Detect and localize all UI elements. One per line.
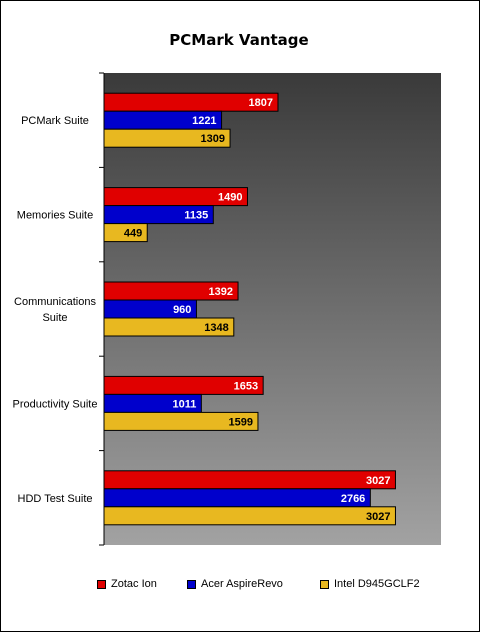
legend-swatch bbox=[97, 579, 106, 589]
legend-label: Intel D945GCLF2 bbox=[334, 578, 420, 590]
legend-label: Acer AspireRevo bbox=[201, 578, 283, 590]
legend-item: Acer AspireRevo bbox=[187, 578, 283, 590]
bar bbox=[103, 488, 371, 508]
bar-value-label: 1309 bbox=[201, 133, 225, 145]
bar-value-label: 1221 bbox=[192, 115, 216, 127]
bar-value-label: 1599 bbox=[228, 416, 252, 428]
legend-label: Zotac Ion bbox=[111, 578, 157, 590]
bar-value-label: 1011 bbox=[172, 398, 196, 410]
bar-value-label: 1392 bbox=[209, 286, 233, 298]
bar bbox=[103, 506, 396, 526]
bar-value-label: 960 bbox=[173, 304, 191, 316]
legend-swatch bbox=[320, 579, 329, 589]
chart-title: PCMark Vantage bbox=[169, 31, 309, 49]
bar-value-label: 1348 bbox=[204, 322, 228, 334]
legend-item: Zotac Ion bbox=[97, 578, 157, 590]
category-label: Communications Suite bbox=[14, 296, 96, 324]
legend: Zotac Ion Acer AspireRevo Intel D945GCLF2 bbox=[0, 578, 478, 598]
bar-value-label: 3027 bbox=[366, 475, 390, 487]
category-label: PCMark Suite bbox=[21, 115, 89, 127]
bar-value-label: 449 bbox=[124, 228, 142, 240]
bar bbox=[103, 470, 396, 490]
bar-value-label: 1135 bbox=[184, 210, 208, 222]
legend-item: Intel D945GCLF2 bbox=[320, 578, 420, 590]
bar-value-label: 1653 bbox=[234, 380, 258, 392]
bar-value-label: 1807 bbox=[249, 97, 273, 109]
category-label: HDD Test Suite bbox=[18, 493, 93, 505]
legend-swatch bbox=[187, 579, 196, 589]
category-label: Productivity Suite bbox=[13, 398, 98, 410]
bar-value-label: 3027 bbox=[366, 511, 390, 523]
bar-value-label: 2766 bbox=[341, 493, 365, 505]
bar-value-label: 1490 bbox=[218, 192, 242, 204]
category-label: Memories Suite bbox=[17, 210, 93, 222]
